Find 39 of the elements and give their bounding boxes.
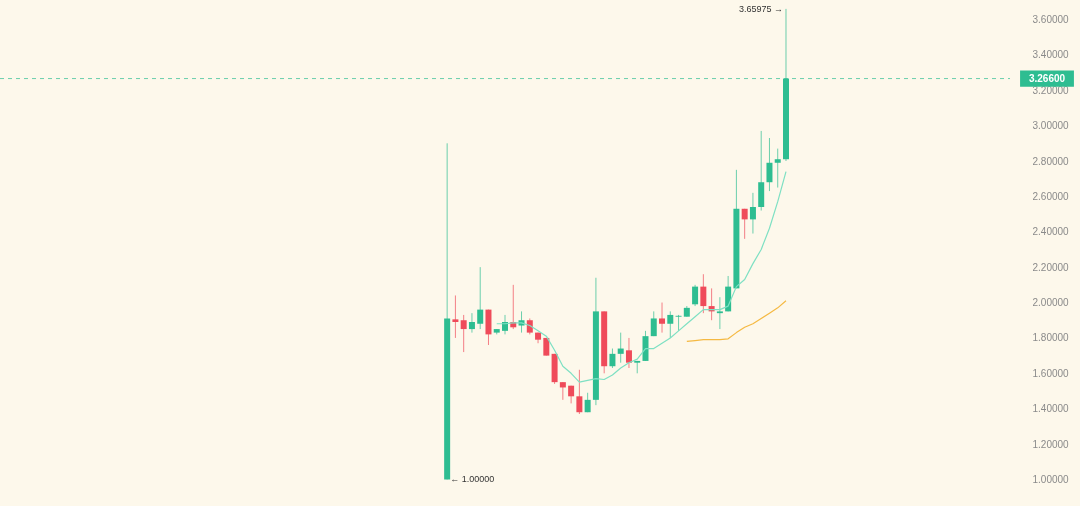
ref-line-label: 3.26600 [1028,72,1066,84]
candlestick [468,312,475,334]
y-tick-label: 1.20000 [1032,438,1070,450]
y-tick-label: 3.60000 [1032,13,1070,25]
candlestick [625,337,632,369]
candlestick [617,332,624,364]
candlestick [650,310,657,337]
y-tick-label: 3.40000 [1032,49,1070,61]
candlestick [477,266,484,330]
annotation: ← 1.00000 [450,474,495,485]
candlestick [774,148,781,189]
y-tick-label: 1.00000 [1032,473,1070,485]
candlestick [452,294,459,339]
candlestick [741,208,748,240]
candlestick [716,296,723,330]
y-tick-label: 2.60000 [1032,190,1070,202]
candlestick [609,348,616,369]
candlestick [576,369,583,415]
candlestick [502,314,508,335]
line-series [686,300,787,343]
y-tick-label: 3.20000 [1032,84,1070,96]
y-tick-label: 3.00000 [1032,120,1070,132]
candlestick [559,381,566,401]
candlestick [700,273,707,314]
y-tick-label: 2.40000 [1032,226,1070,238]
candlestick [667,310,674,339]
y-tick-label: 2.80000 [1032,155,1070,167]
candlestick [692,284,699,307]
candlestick [460,314,467,353]
candlestick [766,137,773,192]
line-series [496,171,787,383]
y-tick-label: 1.40000 [1032,403,1070,415]
y-tick-label: 1.80000 [1032,332,1070,344]
candlestick [659,302,666,334]
y-tick-label: 2.20000 [1032,261,1070,273]
candlestick [749,192,756,235]
y-tick-label: 1.60000 [1032,367,1070,379]
y-tick-label: 2.00000 [1032,297,1070,309]
annotation: 3.65975 → [738,3,783,14]
